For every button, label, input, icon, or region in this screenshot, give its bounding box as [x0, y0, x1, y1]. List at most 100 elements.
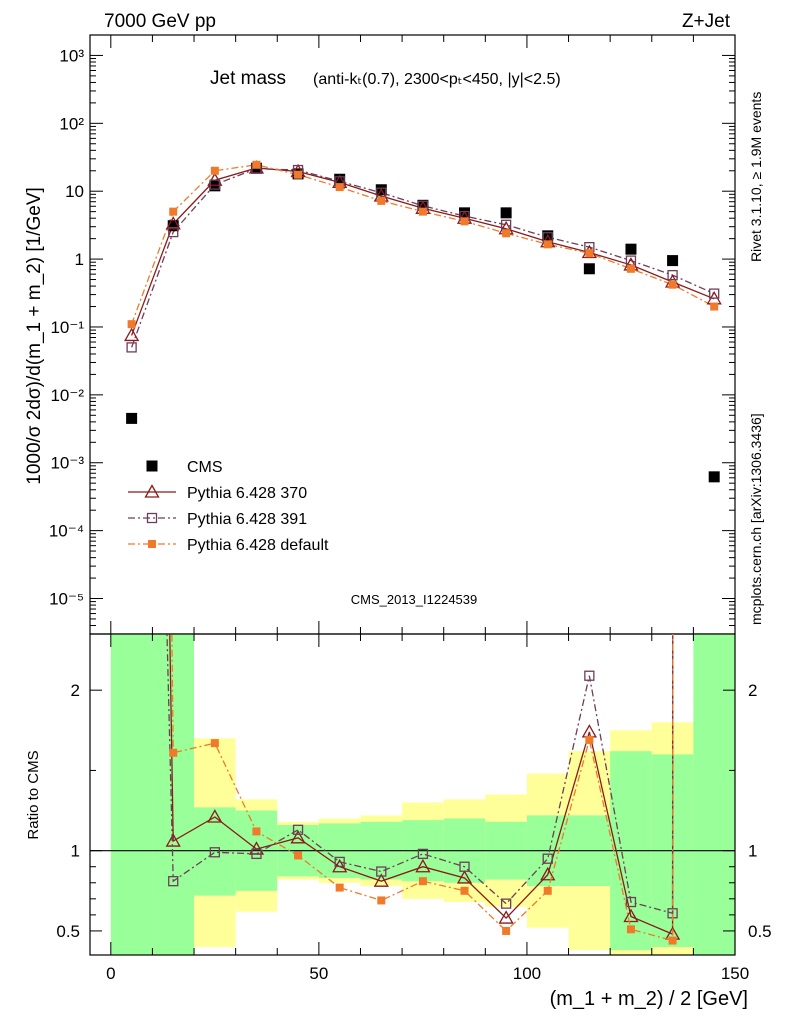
mc-data-point	[626, 264, 635, 273]
ratio-data-point	[625, 896, 637, 908]
plot-title-main: Jet mass	[210, 68, 286, 89]
ratio-data-point	[207, 809, 223, 823]
ratio-data-point	[376, 866, 387, 877]
y-tick-label: 10³	[59, 46, 84, 65]
ratio-y-tick-label-right: 1	[748, 842, 757, 861]
ratio-frame	[89, 633, 736, 956]
mc-data-point	[127, 320, 136, 329]
mc-data-point	[123, 327, 140, 342]
mc-data-point	[210, 166, 219, 175]
ratio-data-point	[251, 848, 262, 860]
x-tick-label: 100	[513, 964, 541, 983]
y-axis-label-ratio: Ratio to CMS	[25, 750, 42, 839]
ratio-data-point	[165, 833, 181, 847]
mc-data-point	[168, 226, 179, 238]
legend: CMS Pythia 6.428 370 Pythia 6.428 391 Pythi…	[128, 459, 329, 554]
ratio-line-1	[166, 634, 674, 915]
ratio-plot-panel: 0 50 100 150 0.5 0.5 1 1 2 2	[56, 633, 772, 983]
ratio-y-tick-label-left: 2	[71, 681, 80, 700]
ratio-bands	[110, 634, 735, 955]
ratio-data-point	[415, 858, 431, 873]
ratio-data-point	[210, 739, 219, 748]
ratio-data-point	[626, 925, 635, 934]
analysis-watermark: CMS_2013_I1224539	[351, 592, 478, 607]
mc-data-point	[209, 179, 220, 190]
ratio-data-point	[168, 876, 179, 887]
ratio-data-point	[456, 870, 473, 884]
legend-label: Pythia 6.428 370	[187, 485, 307, 502]
cms-data-point	[167, 220, 179, 232]
y-tick-label: 1	[75, 250, 84, 269]
y-tick-label: 10⁻⁵	[49, 590, 84, 609]
cms-data-point	[417, 199, 429, 211]
ratio-y-tick-label-left: 0.5	[56, 922, 80, 941]
x-tick-label: 150	[721, 964, 749, 983]
ratio-data-point	[581, 724, 597, 738]
ratio-data-point	[542, 853, 553, 864]
x-tick-label: 0	[106, 964, 115, 983]
ratio-data-point	[459, 861, 470, 872]
legend-label: CMS	[187, 459, 223, 476]
header-right: Z+Jet	[682, 11, 731, 32]
mc-data-point	[165, 216, 181, 230]
ratio-y-tick-label-left: 1	[71, 842, 80, 861]
legend-label: Pythia 6.428 391	[187, 511, 307, 528]
legend-marker	[146, 512, 158, 524]
uncertainty-band-inner	[194, 807, 236, 896]
ratio-data-point	[540, 866, 556, 881]
main-plot-area: 10⁻⁵ 10⁻⁴ 10⁻³ 10⁻² 10⁻¹ 1 10 10² 10³	[49, 34, 736, 635]
rivet-version-label: Rivet 3.1.10, ≥ 1.9M events	[748, 92, 764, 262]
mc-data-point	[543, 240, 552, 249]
uncertainty-band-inner	[152, 634, 195, 955]
cms-data-point	[708, 471, 720, 483]
ratio-line-0	[169, 634, 674, 936]
uncertainty-band-inner	[110, 634, 153, 955]
cms-data-point	[625, 243, 637, 255]
ratio-data-point	[585, 735, 594, 744]
cms-data-point	[667, 255, 679, 267]
mc-data-point	[169, 207, 178, 216]
mc-data-point	[668, 280, 677, 289]
side-labels: Rivet 3.1.10, ≥ 1.9M events mcplots.cern…	[748, 92, 764, 625]
mc-data-point	[709, 288, 720, 299]
legend-marker	[148, 540, 156, 548]
legend-marker	[146, 460, 158, 472]
ratio-data-point	[377, 896, 386, 905]
header-left: 7000 GeV pp	[104, 11, 216, 32]
mc-data-point	[335, 183, 344, 192]
x-tick-label: 50	[309, 964, 328, 983]
y-axis-label-main: 1000/σ 2dσ)/d(m_1 + m_2) [1/GeV]	[24, 187, 45, 485]
ratio-data-point	[498, 910, 514, 924]
source-label: mcplots.cern.ch [arXiv:1306.3436]	[748, 413, 764, 625]
ratio-data-point	[290, 830, 306, 844]
ratio-y-tick-label-right: 2	[748, 681, 757, 700]
ratio-data-point	[500, 898, 512, 909]
mc-data-point	[502, 229, 511, 238]
ratio-data-point	[668, 936, 677, 945]
main-plot-panel: 10⁻⁵ 10⁻⁴ 10⁻³ 10⁻² 10⁻¹ 1 10 10² 10³ Jet mass (…	[49, 34, 736, 635]
mc-data-point	[585, 249, 594, 258]
mc-data-point	[377, 196, 386, 205]
y-tick-label: 10⁻¹	[50, 318, 84, 337]
cms-data-point	[583, 263, 595, 275]
mc-data-point	[252, 160, 261, 169]
ratio-data-point	[502, 926, 511, 935]
mc-data-point	[710, 302, 719, 311]
ratio-data-point	[334, 856, 345, 868]
y-tick-label: 10⁻³	[50, 454, 84, 473]
mc-data-point	[460, 217, 469, 226]
ratio-data-point	[335, 883, 344, 892]
ratio-data-point	[252, 827, 261, 836]
y-tick-label: 10	[65, 182, 84, 201]
ratio-data-point	[169, 748, 178, 757]
ratio-data-point	[209, 847, 220, 858]
cms-data-point	[334, 173, 346, 185]
y-tick-label: 10⁻²	[50, 386, 84, 405]
mc-data-point	[126, 342, 137, 353]
ratio-data-point	[417, 848, 429, 860]
ratio-data-point	[623, 908, 639, 923]
legend-label: Pythia 6.428 default	[187, 537, 329, 554]
ratio-series	[165, 634, 681, 945]
legend-marker	[144, 484, 160, 498]
y-tick-label: 10⁻⁴	[49, 522, 84, 541]
